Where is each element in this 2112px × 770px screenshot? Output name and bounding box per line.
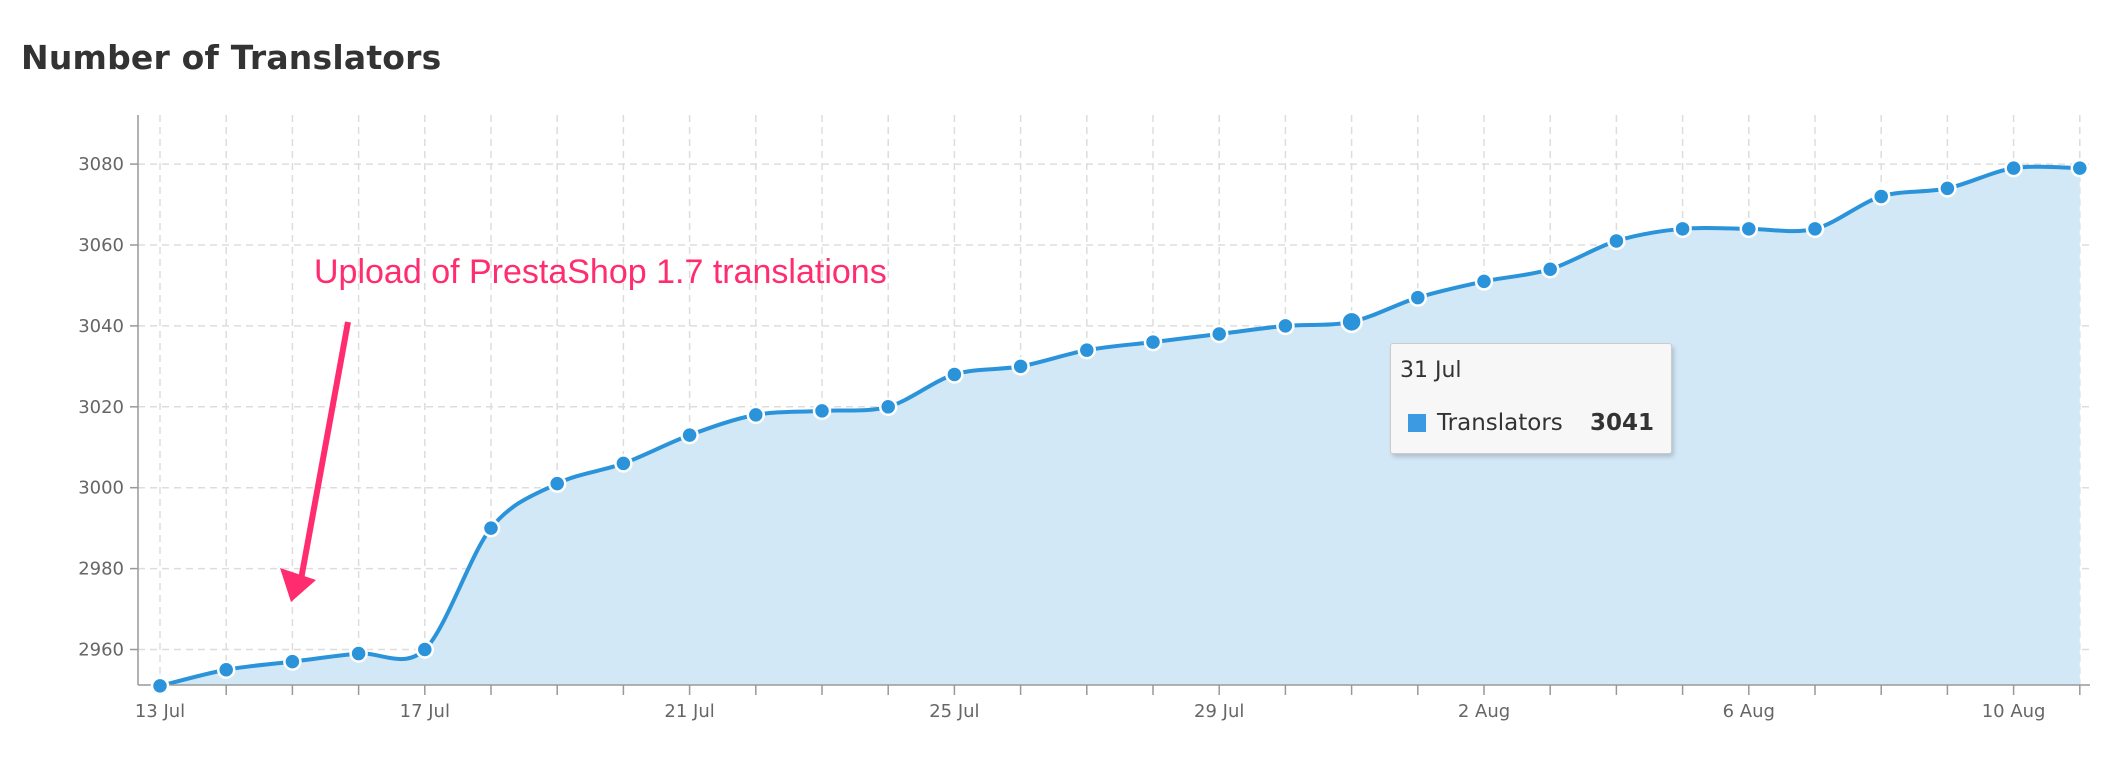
- y-tick-label: 3040: [78, 316, 124, 337]
- data-point[interactable]: [1408, 288, 1428, 307]
- x-tick-label: 6 Aug: [1723, 701, 1775, 722]
- data-point[interactable]: [349, 644, 368, 663]
- x-tick-label: 25 Jul: [929, 701, 979, 722]
- tooltip: 31 Jul Translators 3041: [1390, 343, 1672, 454]
- tooltip-series-label: Translators: [1437, 410, 1563, 436]
- data-point[interactable]: [1077, 340, 1097, 360]
- annotation-arrow: [297, 321, 351, 586]
- plot-area: [159, 164, 2080, 688]
- annotation-text: Upload of PrestaShop 1.7 translations: [314, 253, 887, 291]
- data-point[interactable]: [1143, 332, 1163, 352]
- data-point[interactable]: [945, 365, 964, 384]
- data-point[interactable]: [1607, 231, 1626, 251]
- data-point[interactable]: [1938, 179, 1957, 198]
- y-tick-label: 3020: [78, 397, 124, 418]
- y-tick-label: 3080: [78, 154, 124, 175]
- data-point[interactable]: [2070, 158, 2090, 178]
- axes: 2960 2980 3000 3020 3040 3060 3080 13 Jul 17 Jul…: [78, 115, 2090, 722]
- y-tick-label: 3060: [78, 235, 124, 256]
- data-point[interactable]: [1805, 219, 1825, 239]
- data-point[interactable]: [1871, 187, 1891, 206]
- data-point[interactable]: [2004, 158, 2023, 178]
- data-point[interactable]: [1739, 219, 1759, 239]
- tooltip-value: 3041: [1589, 410, 1654, 436]
- data-point[interactable]: [1276, 316, 1295, 336]
- annotation: Upload of PrestaShop 1.7 translations: [280, 253, 887, 602]
- tooltip-date: 31 Jul: [1400, 358, 1462, 383]
- data-point[interactable]: [746, 405, 766, 425]
- data-point[interactable]: [547, 474, 567, 493]
- data-point[interactable]: [1209, 324, 1229, 344]
- data-point[interactable]: [1474, 272, 1494, 291]
- data-point[interactable]: [1673, 219, 1692, 239]
- x-tick-label: 10 Aug: [1982, 701, 2046, 722]
- data-point[interactable]: [415, 640, 435, 659]
- tooltip-series-swatch: [1408, 414, 1426, 432]
- data-point[interactable]: [812, 401, 832, 421]
- x-tick-label: 13 Jul: [135, 701, 185, 722]
- data-point-highlighted[interactable]: [1340, 310, 1363, 334]
- data-point[interactable]: [481, 518, 501, 538]
- x-tick-label: 17 Jul: [400, 701, 450, 722]
- x-tick-label: 2 Aug: [1458, 701, 1510, 722]
- data-point[interactable]: [1540, 260, 1560, 279]
- x-tick-label: 29 Jul: [1194, 701, 1244, 722]
- data-point[interactable]: [680, 425, 699, 445]
- data-points[interactable]: [150, 158, 2090, 696]
- y-tick-label: 2960: [78, 640, 124, 661]
- area-fill: [160, 166, 2080, 686]
- data-point[interactable]: [614, 454, 633, 473]
- chart-title: Number of Translators: [21, 38, 442, 77]
- data-point[interactable]: [878, 397, 898, 417]
- x-tick-label: 21 Jul: [664, 701, 714, 722]
- data-point[interactable]: [283, 652, 302, 671]
- data-point[interactable]: [1011, 357, 1030, 376]
- y-tick-label: 3000: [78, 478, 124, 499]
- annotation-arrowhead: [280, 568, 316, 602]
- y-tick-label: 2980: [78, 559, 124, 580]
- data-point[interactable]: [216, 660, 236, 679]
- data-point[interactable]: [150, 676, 170, 696]
